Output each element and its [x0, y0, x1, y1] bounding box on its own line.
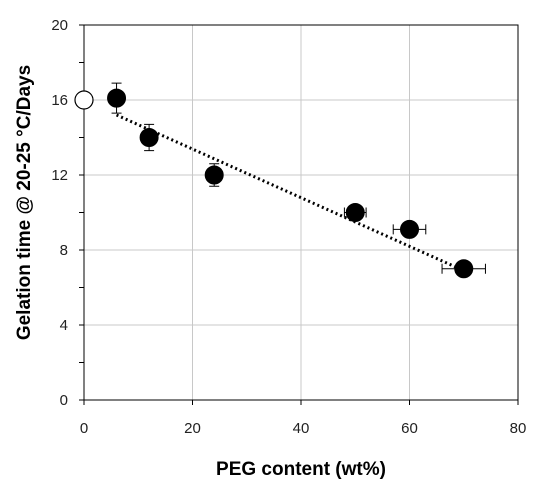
trendline: [115, 113, 465, 272]
data-points: [74, 88, 474, 279]
tick-marks: [79, 24, 519, 405]
x-tick-label: 0: [80, 420, 88, 437]
x-tick-label: 60: [401, 420, 418, 437]
data-point: [400, 219, 419, 239]
y-axis-title: Gelation time @ 20-25 °C/Days: [14, 65, 35, 340]
x-tick-labels: 0 20 40 60 80: [80, 420, 527, 437]
grid: [84, 25, 518, 400]
y-tick-label: 0: [60, 392, 68, 409]
y-tick-label: 20: [51, 17, 68, 34]
data-point: [345, 203, 365, 222]
data-point: [204, 165, 224, 185]
data-point: [454, 259, 474, 279]
y-tick-label: 12: [51, 167, 68, 184]
x-tick-label: 80: [510, 420, 527, 437]
y-tick-labels: 0 4 8 12 16 20: [51, 17, 68, 409]
data-point: [139, 128, 159, 147]
x-tick-label: 20: [184, 420, 201, 437]
y-tick-label: 4: [60, 317, 68, 334]
data-point: [107, 88, 127, 108]
error-bars: [111, 82, 486, 275]
y-tick-label: 16: [51, 92, 68, 109]
y-tick-label: 8: [60, 242, 68, 259]
x-axis-title: PEG content (wt%): [216, 459, 386, 480]
open-data-point: [74, 90, 94, 110]
x-tick-label: 40: [293, 420, 310, 437]
